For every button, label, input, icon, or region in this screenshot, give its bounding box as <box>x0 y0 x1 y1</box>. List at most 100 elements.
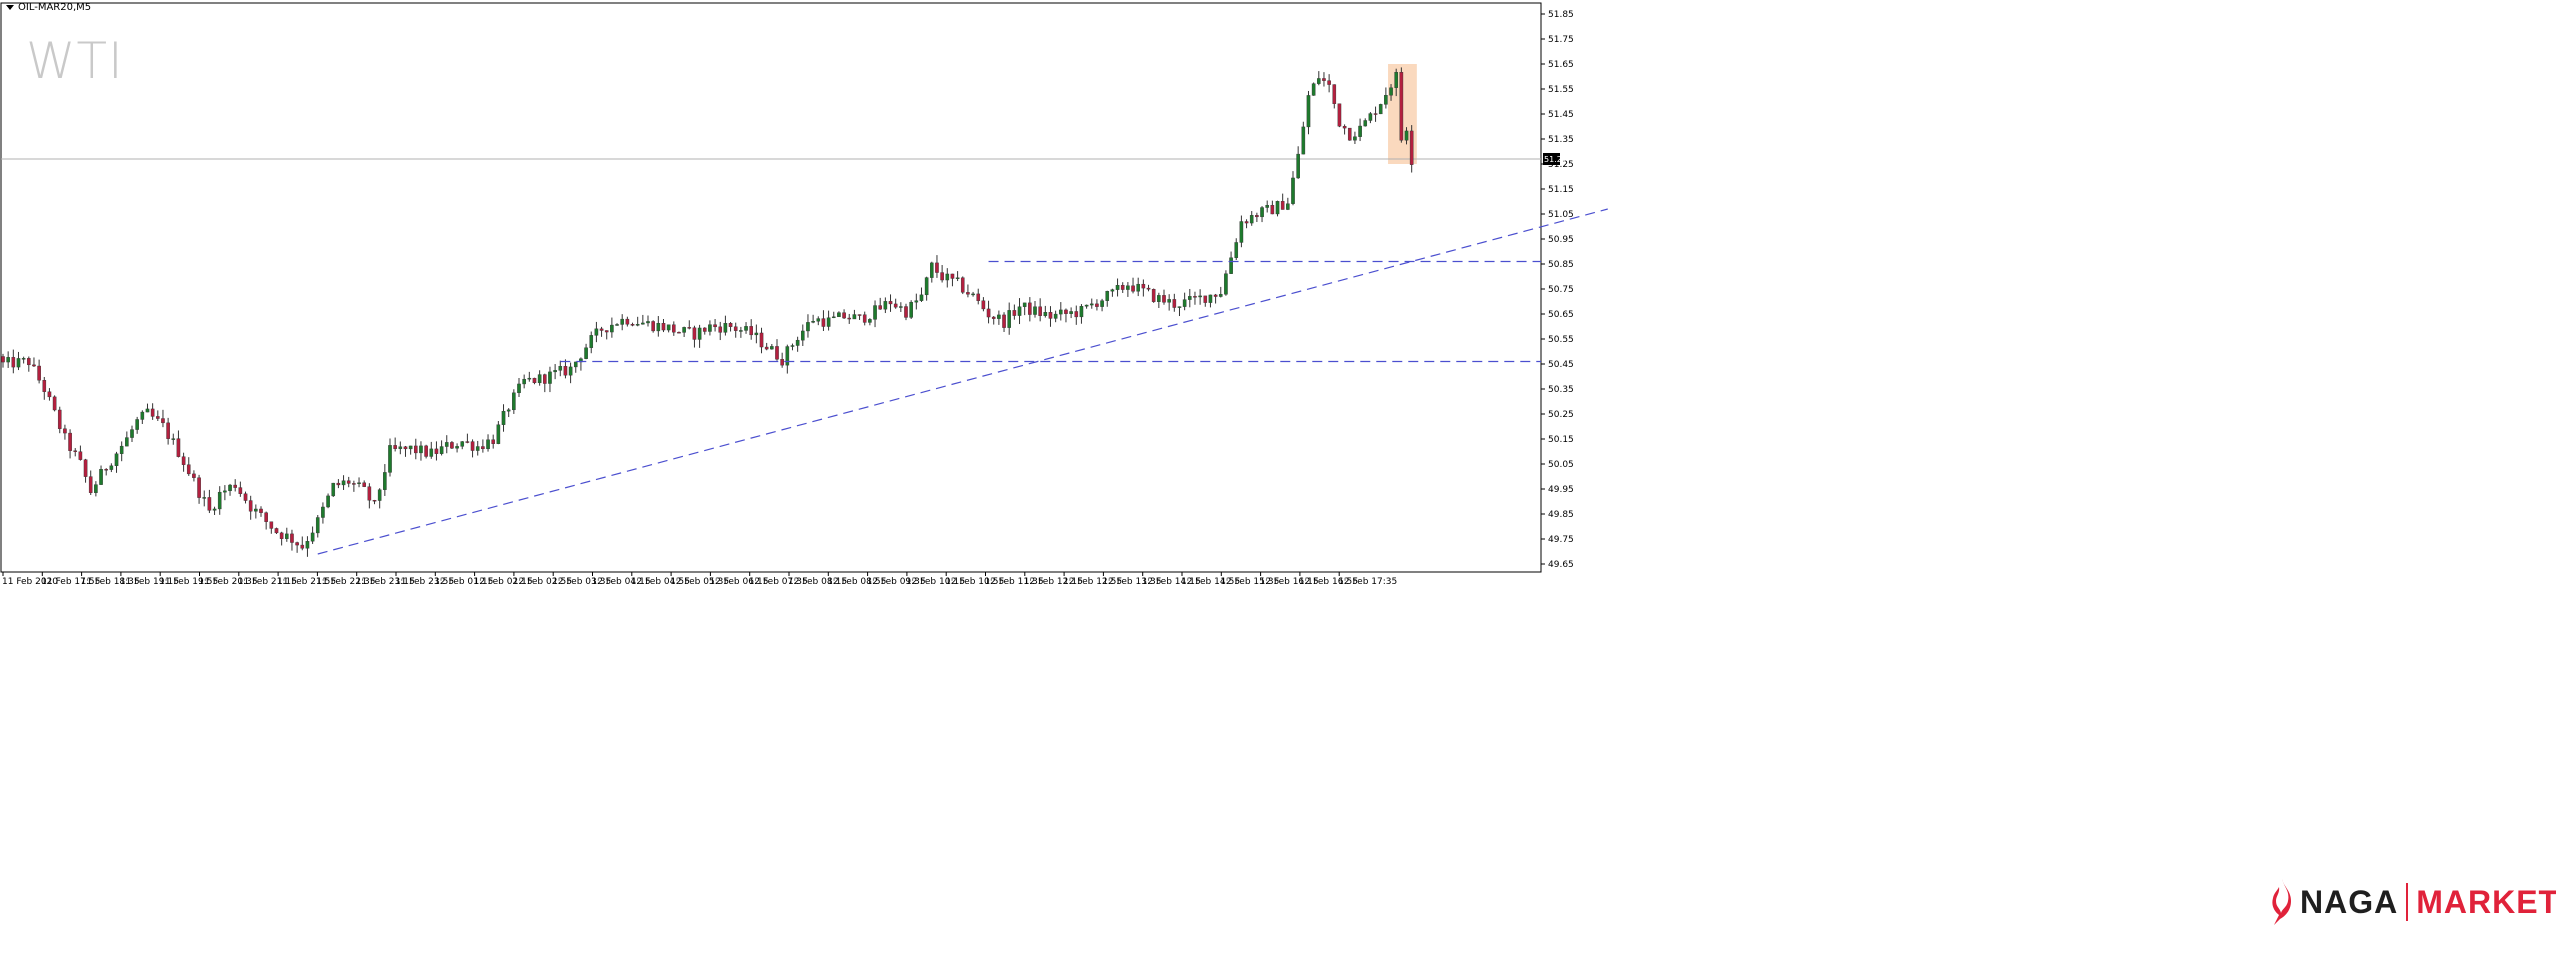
bear-candle <box>264 512 268 522</box>
x-tick-label: 12 Feb 11:35 <box>985 577 1044 587</box>
bear-candle <box>862 314 867 323</box>
bear-candle <box>1203 295 1208 303</box>
y-tick-label: 49.75 <box>1548 535 1574 545</box>
bear-candle <box>346 480 351 484</box>
bull-candle <box>285 533 289 539</box>
bull-candle <box>1224 273 1228 295</box>
bear-candle <box>630 324 635 326</box>
bull-candle <box>522 378 526 385</box>
bear-candle <box>197 477 201 498</box>
bull-candle <box>1208 294 1213 303</box>
bear-candle <box>563 366 568 376</box>
bull-candle <box>919 294 924 301</box>
bear-candle <box>599 328 604 331</box>
y-tick-label: 51.45 <box>1548 110 1574 120</box>
bear-candle <box>672 324 676 333</box>
bear-candle <box>393 445 397 449</box>
bear-candle <box>904 306 908 318</box>
bull-candle <box>496 424 501 444</box>
bear-candle <box>155 416 160 419</box>
bear-candle <box>1074 311 1079 318</box>
bear-candle <box>1342 126 1347 129</box>
bull-candle <box>1218 294 1223 297</box>
bull-candle <box>326 495 330 508</box>
y-tick-label: 50.85 <box>1548 260 1574 270</box>
bull-candle <box>1239 221 1244 243</box>
x-tick-label: 11 Feb 19:55 <box>159 577 218 587</box>
bear-candle <box>243 493 248 501</box>
logo-word-markets: MARKETS <box>2416 883 2556 920</box>
bull-candle <box>1136 283 1140 292</box>
bear-candle <box>718 326 723 333</box>
bull-candle <box>1286 203 1290 210</box>
bull-candle <box>1249 215 1254 224</box>
bull-candle <box>831 316 836 319</box>
bull-candle <box>1017 306 1022 316</box>
bull-candle <box>377 489 382 501</box>
bull-candle <box>130 429 134 438</box>
bear-candle <box>1337 103 1342 127</box>
bull-candle <box>217 491 222 510</box>
bear-candle <box>465 441 470 443</box>
bear-candle <box>1280 201 1285 210</box>
x-tick-label: 12 Feb 16:55 <box>1299 577 1358 587</box>
bear-candle <box>300 544 305 549</box>
x-tick-label: 12 Feb 03:35 <box>552 577 611 587</box>
bull-candle <box>909 301 913 318</box>
bull-candle <box>826 317 831 327</box>
bull-candle <box>682 327 686 333</box>
bear-candle <box>238 487 243 494</box>
bull-candle <box>997 314 1001 319</box>
dropdown-triangle-icon[interactable] <box>6 4 14 10</box>
x-tick-label: 12 Feb 04:55 <box>631 577 690 587</box>
x-tick-label: 11 Feb 19:15 <box>120 577 179 587</box>
bull-candle <box>1404 130 1409 141</box>
bear-candle <box>481 446 485 450</box>
bull-candle <box>1260 207 1264 218</box>
bull-candle <box>924 277 929 296</box>
bear-candle <box>52 396 57 411</box>
bull-candle <box>537 374 542 384</box>
bull-candle <box>914 300 919 303</box>
bull-candle <box>868 319 872 323</box>
symbol-label: OIL-MAR20,M5 <box>18 2 92 13</box>
bull-candle <box>119 445 124 454</box>
bear-candle <box>1373 113 1378 115</box>
bull-candle <box>873 305 877 320</box>
bull-candle <box>398 446 403 449</box>
bear-candle <box>166 422 170 439</box>
x-tick-label: 11 Feb 22:35 <box>316 577 375 587</box>
bull-candle <box>1296 153 1300 179</box>
bear-candle <box>63 428 67 434</box>
bear-candle <box>372 500 377 502</box>
bear-candle <box>434 448 439 454</box>
bull-candle <box>171 438 176 440</box>
y-tick-label: 51.15 <box>1548 185 1574 195</box>
bear-candle <box>181 456 186 465</box>
bull-candle <box>620 318 624 325</box>
bull-candle <box>1105 290 1110 301</box>
bear-candle <box>1120 285 1125 290</box>
bull-candle <box>1007 310 1011 328</box>
bear-candle <box>1064 309 1068 314</box>
bear-candle <box>692 327 697 340</box>
bear-candle <box>1028 302 1032 315</box>
bear-candle <box>424 445 428 457</box>
bear-candle <box>1399 72 1404 141</box>
bull-candle <box>770 346 774 350</box>
bear-candle <box>68 432 72 451</box>
x-tick-label: 12 Feb 14:55 <box>1181 577 1240 587</box>
bear-candle <box>336 482 341 486</box>
bull-candle <box>140 411 145 420</box>
bull-candle <box>1022 302 1027 307</box>
bear-candle <box>290 533 294 543</box>
bull-candle <box>1167 299 1171 303</box>
bear-candle <box>1327 80 1331 85</box>
symbol-header[interactable]: OIL-MAR20,M5 <box>6 2 91 13</box>
bear-candle <box>259 508 263 513</box>
x-tick-label: 12 Feb 10:15 <box>906 577 965 587</box>
logo-word-naga: NAGA <box>2300 883 2399 920</box>
x-tick-label: 12 Feb 12:55 <box>1063 577 1122 587</box>
